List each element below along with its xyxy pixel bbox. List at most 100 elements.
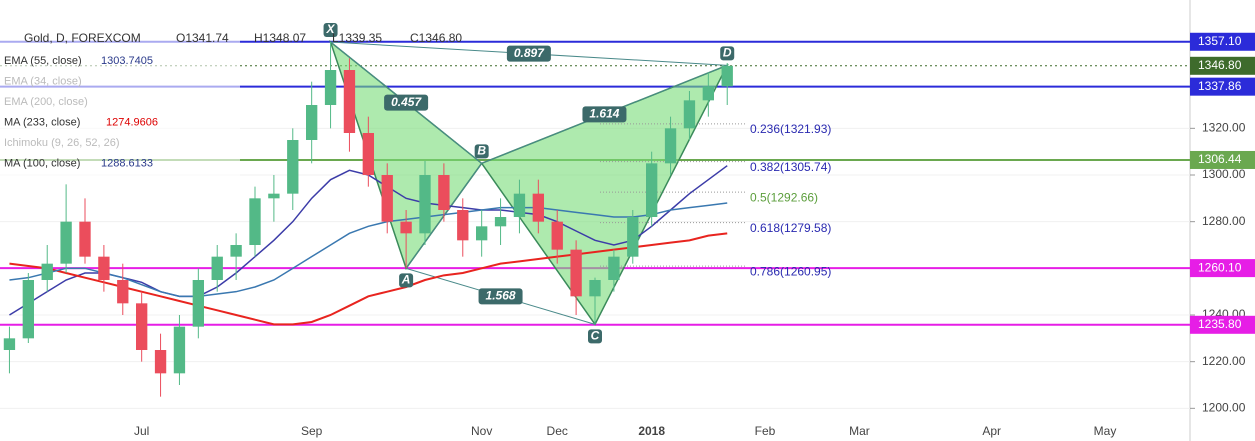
ratio-box (478, 288, 523, 305)
header-ohlc: C1346.80 (410, 31, 462, 45)
candle-body (627, 217, 639, 257)
ratio-box (582, 106, 627, 123)
price-tag (1190, 259, 1255, 278)
legend-value: 1303.7405 (101, 55, 153, 67)
price-tag (1190, 315, 1255, 334)
ratio-label: 0.897 (514, 46, 545, 60)
pattern-point-box (474, 144, 489, 159)
candle-body (702, 86, 714, 101)
x-tick-label: Apr (982, 424, 1001, 438)
pattern-point-label: D (723, 46, 732, 60)
header-ohlc: L1339.35 (332, 31, 382, 45)
pattern-point-label: A (401, 273, 411, 287)
y-tick-label: 1200.00 (1202, 401, 1246, 415)
candle-body (268, 193, 280, 199)
x-tick-label: 2018 (638, 424, 665, 438)
candle-body (646, 163, 658, 217)
candle-body (98, 256, 110, 280)
pattern-point-box (588, 329, 602, 344)
candle-body (589, 280, 601, 297)
legend-inactive: EMA (200, close) (4, 96, 88, 108)
ratio-label: 1.614 (589, 107, 619, 121)
header-ohlc: H1348.07 (254, 31, 306, 45)
candle-body (230, 245, 242, 257)
pattern-point-label: C (591, 329, 600, 343)
candle-body (60, 221, 72, 264)
x-tick-label: May (1094, 424, 1117, 438)
ratio-box (506, 45, 551, 62)
x-tick-label: Dec (547, 424, 568, 438)
pattern-point-box (323, 23, 338, 37)
x-tick-label: Jul (134, 424, 149, 438)
ratio-label: 1.568 (486, 289, 516, 303)
fib-label: 0.618(1279.58) (750, 221, 831, 235)
candle-body (683, 100, 696, 129)
ratio-box (384, 94, 429, 111)
price-tag (1190, 32, 1255, 51)
pattern-point-label: B (477, 144, 486, 158)
x-tick-label: Mar (849, 424, 870, 438)
pattern-point-box (720, 46, 735, 61)
candle-body (287, 140, 299, 194)
price-tag (1190, 56, 1255, 75)
ma-line (9, 232, 728, 326)
candle-body (41, 263, 53, 280)
legend-inactive: EMA (34, close) (4, 75, 82, 87)
price-tag-label: 1357.10 (1198, 34, 1242, 48)
legend-value: 1274.9606 (106, 116, 158, 128)
candle-body (192, 280, 204, 327)
candle-body (154, 350, 167, 374)
candle-body (400, 221, 412, 234)
price-tag-label: 1337.86 (1198, 79, 1242, 93)
candle-body (419, 175, 431, 234)
candle-body (457, 210, 469, 241)
ma-line (9, 202, 728, 298)
ratio-label: 0.457 (391, 95, 422, 109)
candle-body (494, 217, 507, 227)
y-tick-label: 1280.00 (1202, 214, 1246, 228)
candle-body (438, 175, 450, 210)
candle-body (551, 221, 563, 250)
price-tag (1190, 77, 1255, 96)
x-tick-label: Sep (301, 424, 323, 438)
price-tag-label: 1346.80 (1198, 58, 1242, 72)
legend-value: 1288.6133 (101, 157, 153, 169)
candle-body (249, 198, 261, 245)
candle-body (306, 105, 318, 140)
candle-body (79, 221, 91, 257)
legend-bg (0, 28, 240, 178)
fib-label: 0.382(1305.74) (750, 160, 831, 174)
legend-name: MA (233, close) (4, 116, 80, 128)
candle-body (721, 65, 733, 87)
y-tick-label: 1300.00 (1202, 167, 1246, 181)
legend: Gold, D, FOREXCOM O1341.74 H1348.07 L1339.3… (0, 28, 462, 178)
x-tick-label: Nov (471, 424, 492, 438)
price-tag-label: 1235.80 (1198, 317, 1242, 331)
candle-body (173, 326, 186, 374)
candle-body (532, 193, 544, 222)
candle-body (664, 128, 677, 164)
pattern-point-box (399, 273, 414, 288)
candle-body (211, 256, 223, 280)
candle-body (608, 256, 620, 280)
candle-body (324, 70, 337, 105)
y-tick-label: 1220.00 (1202, 354, 1246, 368)
price-tag-label: 1260.10 (1198, 260, 1242, 274)
pattern-point-label: X (326, 22, 336, 36)
fib-label: 0.5(1292.66) (750, 190, 818, 204)
y-tick-label: 1320.00 (1202, 121, 1246, 135)
candle-body (117, 280, 129, 304)
legend-name: MA (100, close) (4, 157, 80, 169)
price-tag (1190, 150, 1255, 169)
candle-body (381, 175, 393, 222)
fib-label: 0.236(1321.93) (750, 122, 831, 136)
x-tick-label: Feb (755, 424, 776, 438)
header-ohlc: O1341.74 (176, 31, 229, 45)
candle-body (3, 338, 16, 350)
candle-body (22, 280, 34, 339)
legend-inactive: Ichimoku (9, 26, 52, 26) (4, 137, 120, 149)
candle-body (513, 193, 526, 217)
price-tag-label: 1306.44 (1198, 152, 1242, 166)
candle-body (343, 70, 356, 133)
